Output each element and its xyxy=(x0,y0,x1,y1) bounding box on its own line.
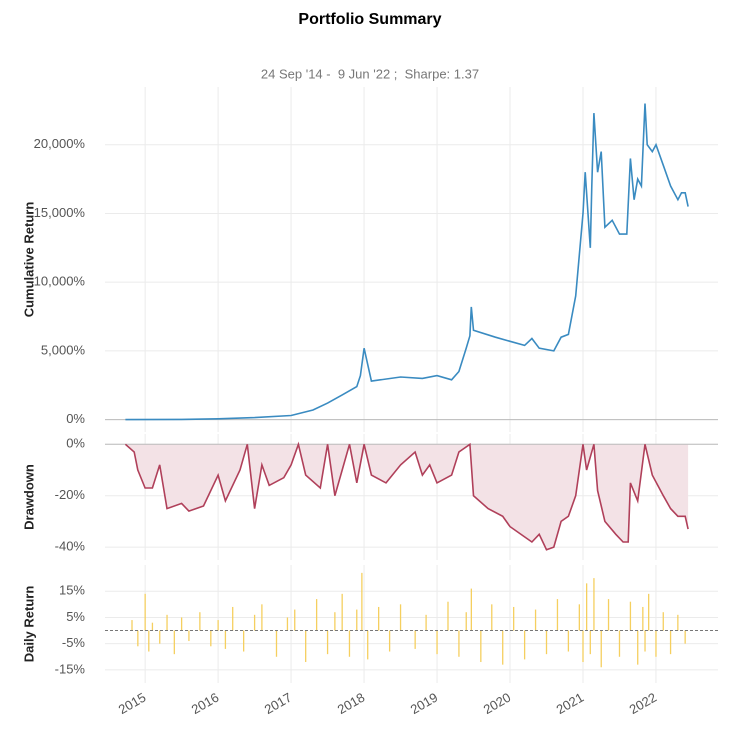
y-tick-label: -5% xyxy=(62,635,86,650)
x-tick-label: 2019 xyxy=(408,690,441,717)
cumulative-line xyxy=(125,103,689,421)
y-tick-label: 5% xyxy=(66,609,85,624)
y-tick-label: 0% xyxy=(66,411,85,426)
x-tick-label: 2015 xyxy=(116,690,149,717)
x-tick-label: 2016 xyxy=(189,690,222,717)
x-tick-label: 2020 xyxy=(481,690,514,717)
y-tick-label: -15% xyxy=(55,661,86,676)
x-tick-label: 2021 xyxy=(554,690,587,717)
x-tick-label: 2022 xyxy=(627,690,660,717)
y-axis-label: Cumulative Return xyxy=(21,202,36,318)
x-tick-label: 2017 xyxy=(262,690,295,717)
y-tick-label: 10,000% xyxy=(34,274,86,289)
chart-subtitle: 24 Sep '14 - 9 Jun '22 ; Sharpe: 1.37 xyxy=(261,66,479,81)
y-axis-label: Drawdown xyxy=(21,464,36,530)
y-tick-label: -20% xyxy=(55,487,86,502)
y-tick-label: 20,000% xyxy=(34,136,86,151)
y-tick-label: -40% xyxy=(55,539,86,554)
y-tick-label: 5,000% xyxy=(41,342,86,357)
y-tick-label: 15% xyxy=(59,583,85,598)
y-tick-label: 15,000% xyxy=(34,205,86,220)
y-axis-label: Daily Return xyxy=(21,586,36,663)
chart-title: Portfolio Summary xyxy=(298,11,441,28)
drawdown-line xyxy=(124,441,689,551)
y-tick-label: 0% xyxy=(66,436,85,451)
drawdown-fill xyxy=(125,444,689,550)
x-tick-label: 2018 xyxy=(335,690,368,717)
